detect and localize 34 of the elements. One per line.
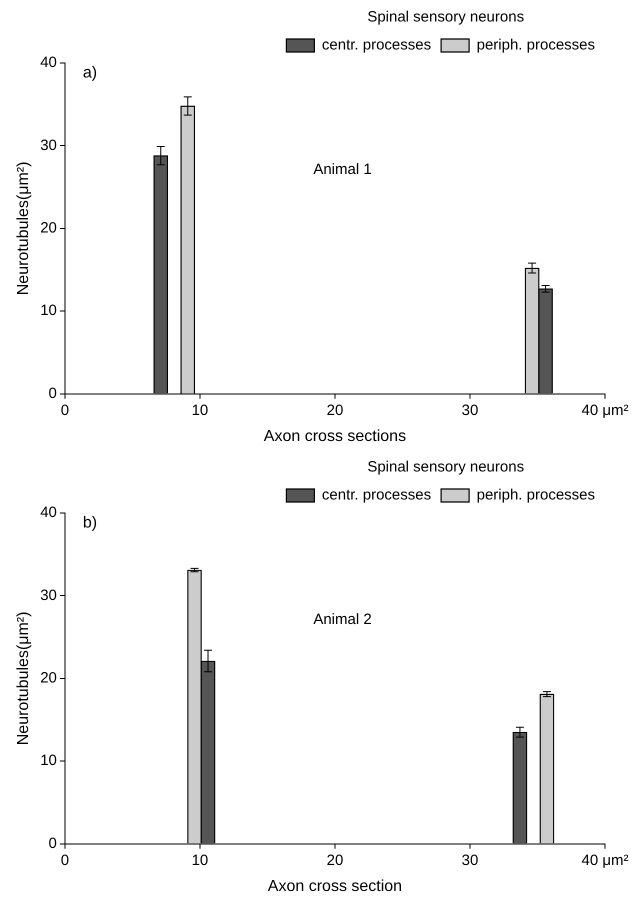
legend-title: Spinal sensory neurons — [367, 8, 524, 26]
annotation: b) — [82, 514, 98, 532]
x-tick-label: 30 — [462, 852, 478, 869]
y-axis-title: Neurotubules(μm²) — [15, 612, 32, 746]
legend-label: periph. processes — [476, 36, 596, 54]
annotation: a) — [82, 64, 98, 82]
legend-title: Spinal sensory neurons — [367, 458, 524, 476]
y-axis-title: Neurotubules(μm²) — [15, 162, 32, 296]
y-tick-label: 0 — [48, 384, 57, 402]
x-tick-label: 20 — [326, 852, 344, 869]
y-tick-label: 20 — [40, 220, 57, 237]
x-axis-title: Axon cross section — [268, 878, 402, 895]
x-tick-label: 10 — [192, 852, 208, 869]
y-tick-label: 20 — [40, 670, 57, 687]
annotation: Animal 1 — [313, 160, 372, 178]
x-tick-label: 40 μm² — [582, 402, 628, 419]
legend-label: centr. processes — [322, 486, 432, 504]
y-tick-label: 10 — [40, 752, 57, 770]
x-tick-label: 0 — [60, 402, 70, 419]
y-tick-label: 10 — [40, 302, 57, 320]
x-axis-title: Axon cross sections — [264, 428, 406, 445]
x-tick-label: 20 — [326, 402, 344, 419]
annotation: Animal 2 — [313, 610, 372, 628]
x-tick-label: 10 — [192, 402, 208, 419]
y-tick-label: 30 — [40, 136, 57, 154]
y-tick-label: 40 — [40, 54, 57, 72]
legend-label: centr. processes — [322, 36, 432, 54]
y-tick-label: 30 — [40, 586, 57, 604]
y-tick-label: 0 — [48, 834, 57, 852]
y-tick-label: 40 — [40, 504, 57, 522]
x-tick-label: 0 — [60, 852, 70, 869]
x-tick-label: 40 μm² — [582, 852, 628, 869]
x-tick-label: 30 — [462, 402, 478, 419]
legend-label: periph. processes — [476, 486, 596, 504]
